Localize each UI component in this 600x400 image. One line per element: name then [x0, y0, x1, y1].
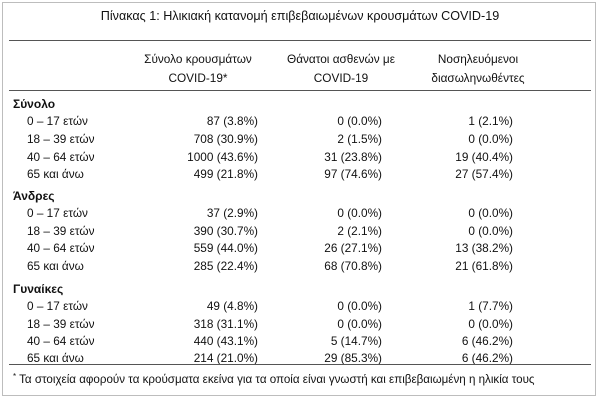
- column-header-intubated-line1: Νοσηλευόμενοι: [437, 52, 519, 66]
- cell-deaths: 5 (14.7%): [330, 334, 382, 348]
- cell-intubated: 6 (46.2%): [461, 351, 513, 365]
- cell-cases: 214 (21.0%): [193, 351, 258, 365]
- column-header-cases-line2: COVID-19*: [168, 71, 228, 85]
- table-row: 18 – 39 ετών 708 (30.9%) 2 (1.5%) 0 (0.0…: [0, 132, 600, 148]
- row-age-label: 0 – 17 ετών: [27, 299, 88, 313]
- header-rule: [9, 90, 591, 91]
- cell-intubated: 21 (61.8%): [455, 259, 513, 273]
- cell-cases: 49 (4.8%): [206, 299, 258, 313]
- table-row: 0 – 17 ετών 37 (2.9%) 0 (0.0%) 0 (0.0%): [0, 206, 600, 222]
- table-row: 0 – 17 ετών 87 (3.8%) 0 (0.0%) 1 (2.1%): [0, 114, 600, 130]
- cell-intubated: 6 (46.2%): [461, 334, 513, 348]
- column-header-deaths: Θάνατοι ασθενών με COVID-19: [266, 50, 416, 88]
- cell-cases: 559 (44.0%): [193, 241, 258, 255]
- cell-intubated: 0 (0.0%): [468, 317, 513, 331]
- cell-cases: 285 (22.4%): [193, 259, 258, 273]
- table-title: Πίνακας 1: Ηλικιακή κατανομή επιβεβαιωμέ…: [100, 9, 500, 23]
- table-row: 65 και άνω 214 (21.0%) 29 (85.3%) 6 (46.…: [0, 351, 600, 367]
- row-age-label: 40 – 64 ετών: [27, 241, 95, 255]
- table-row: 0 – 17 ετών 49 (4.8%) 0 (0.0%) 1 (7.7%): [0, 299, 600, 315]
- row-age-label: 18 – 39 ετών: [27, 224, 95, 238]
- cell-deaths: 0 (0.0%): [337, 317, 382, 331]
- footnote-text: Τα στοιχεία αφορούν τα κρούσματα εκείνα …: [19, 373, 535, 386]
- column-header-cases: Σύνολο κρουσμάτων COVID-19*: [138, 50, 258, 88]
- row-age-label: 65 και άνω: [27, 259, 84, 273]
- column-header-deaths-line2: COVID-19: [313, 71, 369, 85]
- cell-deaths: 2 (2.1%): [337, 224, 382, 238]
- cell-intubated: 0 (0.0%): [468, 224, 513, 238]
- bottom-rule: [9, 364, 591, 365]
- cell-deaths: 0 (0.0%): [337, 114, 382, 128]
- cell-deaths: 0 (0.0%): [337, 206, 382, 220]
- footnote: * Τα στοιχεία αφορούν τα κρούσματα εκείνα…: [13, 372, 535, 386]
- row-age-label: 65 και άνω: [27, 351, 84, 365]
- column-header-intubated-line2: διασωληνωθέντες: [431, 71, 525, 85]
- cell-intubated: 13 (38.2%): [455, 241, 513, 255]
- table-row: 65 και άνω 499 (21.8%) 97 (74.6%) 27 (57…: [0, 167, 600, 183]
- cell-cases: 318 (31.1%): [193, 317, 258, 331]
- cell-cases: 440 (43.1%): [193, 334, 258, 348]
- row-age-label: 65 και άνω: [27, 167, 84, 181]
- section-heading-total: Σύνολο: [13, 97, 56, 111]
- column-header-intubated: Νοσηλευόμενοι διασωληνωθέντες: [418, 50, 538, 88]
- section-heading-men: Άνδρες: [13, 189, 55, 203]
- cell-deaths: 2 (1.5%): [337, 132, 382, 146]
- top-rule: [9, 40, 591, 41]
- row-age-label: 40 – 64 ετών: [27, 334, 95, 348]
- row-age-label: 18 – 39 ετών: [27, 317, 95, 331]
- cell-intubated: 19 (40.4%): [455, 150, 513, 164]
- cell-deaths: 0 (0.0%): [337, 299, 382, 313]
- cell-intubated: 1 (7.7%): [468, 299, 513, 313]
- table-row: 18 – 39 ετών 390 (30.7%) 2 (2.1%) 0 (0.0…: [0, 224, 600, 240]
- table-frame: [2, 2, 596, 396]
- column-header-cases-line1: Σύνολο κρουσμάτων: [144, 52, 252, 66]
- cell-deaths: 31 (23.8%): [324, 150, 382, 164]
- column-header-deaths-line1: Θάνατοι ασθενών με: [287, 52, 395, 66]
- table-row: 18 – 39 ετών 318 (31.1%) 0 (0.0%) 0 (0.0…: [0, 317, 600, 333]
- cell-deaths: 26 (27.1%): [324, 241, 382, 255]
- cell-intubated: 1 (2.1%): [468, 114, 513, 128]
- cell-intubated: 27 (57.4%): [455, 167, 513, 181]
- cell-cases: 390 (30.7%): [193, 224, 258, 238]
- footnote-mark: *: [13, 372, 17, 381]
- row-age-label: 0 – 17 ετών: [27, 206, 88, 220]
- table-row: 40 – 64 ετών 440 (43.1%) 5 (14.7%) 6 (46…: [0, 334, 600, 350]
- cell-intubated: 0 (0.0%): [468, 206, 513, 220]
- table-row: 40 – 64 ετών 1000 (43.6%) 31 (23.8%) 19 …: [0, 150, 600, 166]
- cell-cases: 499 (21.8%): [193, 167, 258, 181]
- cell-intubated: 0 (0.0%): [468, 132, 513, 146]
- table-row: 40 – 64 ετών 559 (44.0%) 26 (27.1%) 13 (…: [0, 241, 600, 257]
- cell-cases: 87 (3.8%): [206, 114, 258, 128]
- row-age-label: 18 – 39 ετών: [27, 132, 95, 146]
- cell-deaths: 29 (85.3%): [324, 351, 382, 365]
- row-age-label: 0 – 17 ετών: [27, 114, 88, 128]
- row-age-label: 40 – 64 ετών: [27, 150, 95, 164]
- cell-cases: 708 (30.9%): [193, 132, 258, 146]
- cell-cases: 37 (2.9%): [206, 206, 258, 220]
- section-heading-women: Γυναίκες: [13, 282, 64, 296]
- cell-deaths: 97 (74.6%): [324, 167, 382, 181]
- cell-cases: 1000 (43.6%): [187, 150, 258, 164]
- cell-deaths: 68 (70.8%): [324, 259, 382, 273]
- table-row: 65 και άνω 285 (22.4%) 68 (70.8%) 21 (61…: [0, 259, 600, 275]
